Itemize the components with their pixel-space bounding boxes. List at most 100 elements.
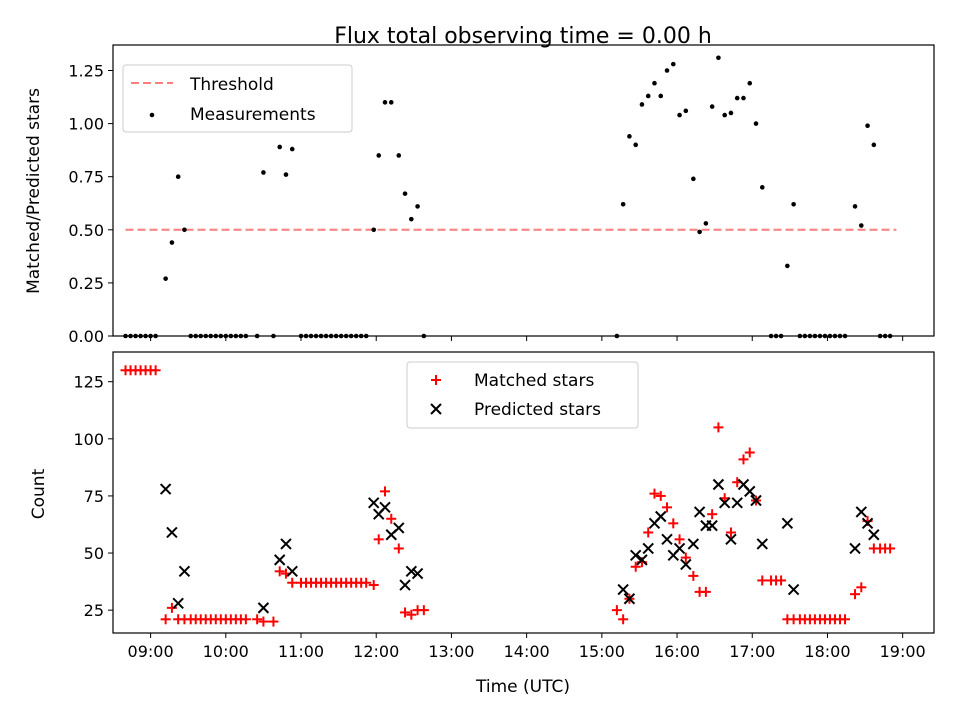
predicted-point [393, 522, 405, 534]
top-ticks: 0.00 0.25 0.50 0.75 1.00 1.25 [68, 61, 904, 346]
predicted-point [693, 506, 706, 518]
predicted-point [379, 501, 391, 514]
matched-point [738, 454, 749, 465]
measurement-point [709, 104, 715, 109]
measurement-point [759, 185, 765, 190]
matched-point [406, 609, 417, 620]
predicted-point [178, 565, 191, 578]
measurement-point [691, 176, 696, 182]
measurement-point [633, 142, 638, 148]
top-legend: Threshold Measurements [122, 64, 353, 133]
measurement-point [261, 170, 266, 175]
predicted-point [642, 542, 654, 555]
matched-point [611, 605, 622, 616]
top-panel: Flux total observing time = 0.00 h 0.000… [24, 24, 935, 346]
matched-point [725, 527, 736, 538]
matched-point [393, 543, 404, 554]
predicted-point [712, 478, 725, 491]
matched-point [400, 607, 411, 618]
matched-point [840, 614, 851, 625]
predicted-point [731, 497, 743, 509]
predicted-point [159, 483, 172, 495]
matched-point [386, 513, 397, 524]
matched-point [655, 490, 666, 501]
predicted-point [166, 526, 178, 539]
measurement-point [664, 68, 670, 73]
y-tick-label: 0.50 [68, 221, 104, 240]
measurement-point [716, 55, 721, 61]
matched-point [674, 534, 685, 545]
matched-point [680, 552, 691, 563]
y-tick-label: 125 [73, 373, 104, 392]
predicted-point [787, 583, 800, 596]
matched-point [744, 447, 755, 458]
predicted-point [636, 554, 648, 566]
measurement-point [865, 123, 870, 129]
matched-point [373, 534, 384, 545]
measurement-point [382, 100, 388, 105]
matched-point [268, 616, 279, 627]
y-tick-label: 0.00 [68, 327, 104, 346]
matched-point [240, 614, 251, 625]
matched-point [700, 586, 711, 597]
measurement-point [175, 174, 181, 179]
legend-predicted: Predicted stars [474, 400, 601, 420]
measurement-point [409, 216, 414, 222]
count-points [120, 365, 896, 627]
predicted-point [725, 533, 737, 546]
measurement-point [388, 100, 394, 105]
bottom-legend-box [406, 361, 639, 429]
predicted-point [868, 529, 880, 541]
predicted-point [629, 549, 642, 562]
y-tick-label: 50 [84, 544, 104, 563]
matched-legend-marker [431, 375, 441, 385]
bottom-ylabel: Count [29, 468, 49, 519]
x-tick-label: 13:00 [428, 642, 474, 661]
matched-point [618, 614, 629, 625]
predicted-point [280, 538, 292, 550]
matched-point [649, 488, 660, 499]
matched-point [274, 566, 285, 577]
measurement-point [645, 93, 651, 99]
measurement-point [277, 144, 283, 150]
predicted-point [617, 583, 629, 596]
predicted-legend-marker [430, 403, 442, 415]
measurement-point [627, 134, 632, 139]
y-tick-label: 1.25 [68, 61, 104, 80]
measurement-point [728, 110, 734, 116]
measurement-point [871, 142, 877, 148]
predicted-point [399, 579, 411, 591]
x-tick-label: 16:00 [654, 642, 700, 661]
measurement-point [639, 102, 645, 107]
measurement-point [620, 202, 626, 207]
predicted-point [781, 517, 794, 530]
x-tick-label: 12:00 [353, 642, 399, 661]
matched-point [668, 518, 679, 529]
measurement-point [859, 223, 864, 228]
bottom-ticks: 09:00 10:00 11:00 12:00 13:00 14:00 15:00 16:00… [73, 373, 925, 661]
measurement-point [182, 227, 187, 233]
measurement-point [683, 108, 689, 114]
measurement-point [747, 80, 753, 86]
measurement-point [402, 191, 408, 196]
top-ylabel: Matched/Predicted stars [24, 88, 44, 294]
measurement-point [396, 153, 402, 158]
measurement-point [376, 153, 382, 158]
y-tick-label: 0.75 [68, 168, 104, 187]
measurement-point [283, 172, 289, 177]
measurement-point [169, 240, 175, 245]
predicted-point [756, 538, 768, 550]
matched-point [287, 577, 298, 588]
measurement-point [734, 95, 740, 101]
measurement-point [722, 112, 727, 118]
measurement-point [658, 93, 664, 99]
x-tick-label: 14:00 [504, 642, 550, 661]
measurement-point [677, 112, 682, 118]
matched-point [776, 575, 787, 586]
predicted-point [849, 542, 861, 555]
predicted-point [861, 517, 874, 530]
x-tick-label: 09:00 [128, 642, 174, 661]
top-legend-box [122, 64, 353, 133]
matched-point [418, 605, 429, 616]
